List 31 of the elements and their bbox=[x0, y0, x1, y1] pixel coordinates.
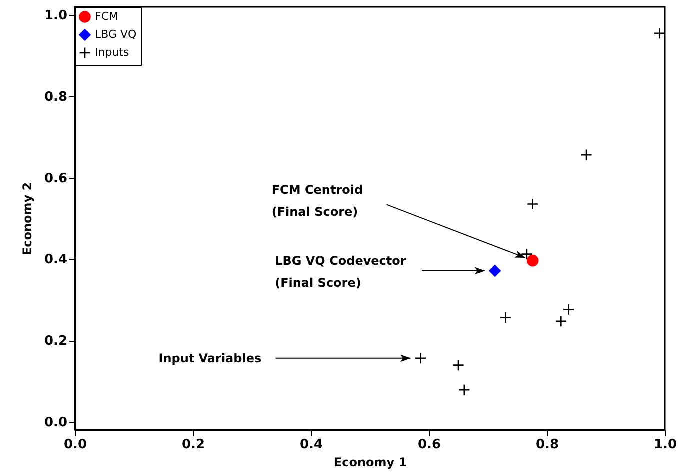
x-tick-label: 0.2 bbox=[182, 438, 206, 452]
y-tick-label: 0.0 bbox=[44, 415, 68, 430]
y-tick-label: 0.6 bbox=[44, 171, 68, 186]
x-axis-title: Economy 1 bbox=[334, 456, 408, 470]
y-tick-label: 1.0 bbox=[44, 8, 68, 24]
y-axis-title: Economy 2 bbox=[20, 182, 34, 256]
annotation: Input Variables bbox=[158, 351, 262, 366]
point bbox=[654, 28, 666, 40]
x-tick-label: 0.6 bbox=[418, 438, 442, 452]
x-tick-label: 0.4 bbox=[300, 438, 324, 452]
x-tick-label: 1.0 bbox=[654, 438, 678, 452]
point bbox=[526, 254, 539, 267]
legend-label: Inputs bbox=[95, 46, 130, 59]
y-tick-label: 0.8 bbox=[44, 90, 68, 105]
point bbox=[500, 312, 512, 324]
annotation: FCM Centroid (Final Score) bbox=[272, 182, 364, 219]
legend-label: FCM bbox=[95, 10, 118, 23]
point bbox=[452, 359, 464, 372]
point bbox=[555, 316, 568, 328]
point bbox=[562, 304, 575, 316]
point bbox=[458, 384, 470, 396]
point bbox=[526, 198, 539, 210]
x-tick-label: 0.0 bbox=[64, 438, 88, 452]
annotation: LBG VQ Codevector (Final Score) bbox=[275, 254, 406, 290]
y-tick-label: 0.2 bbox=[44, 334, 68, 350]
point bbox=[489, 265, 501, 277]
y-tick-label: 0.4 bbox=[44, 252, 68, 268]
point bbox=[580, 149, 592, 161]
x-tick-label: 0.8 bbox=[536, 438, 560, 452]
point bbox=[414, 352, 427, 364]
legend-label: LBG VQ bbox=[95, 28, 138, 41]
